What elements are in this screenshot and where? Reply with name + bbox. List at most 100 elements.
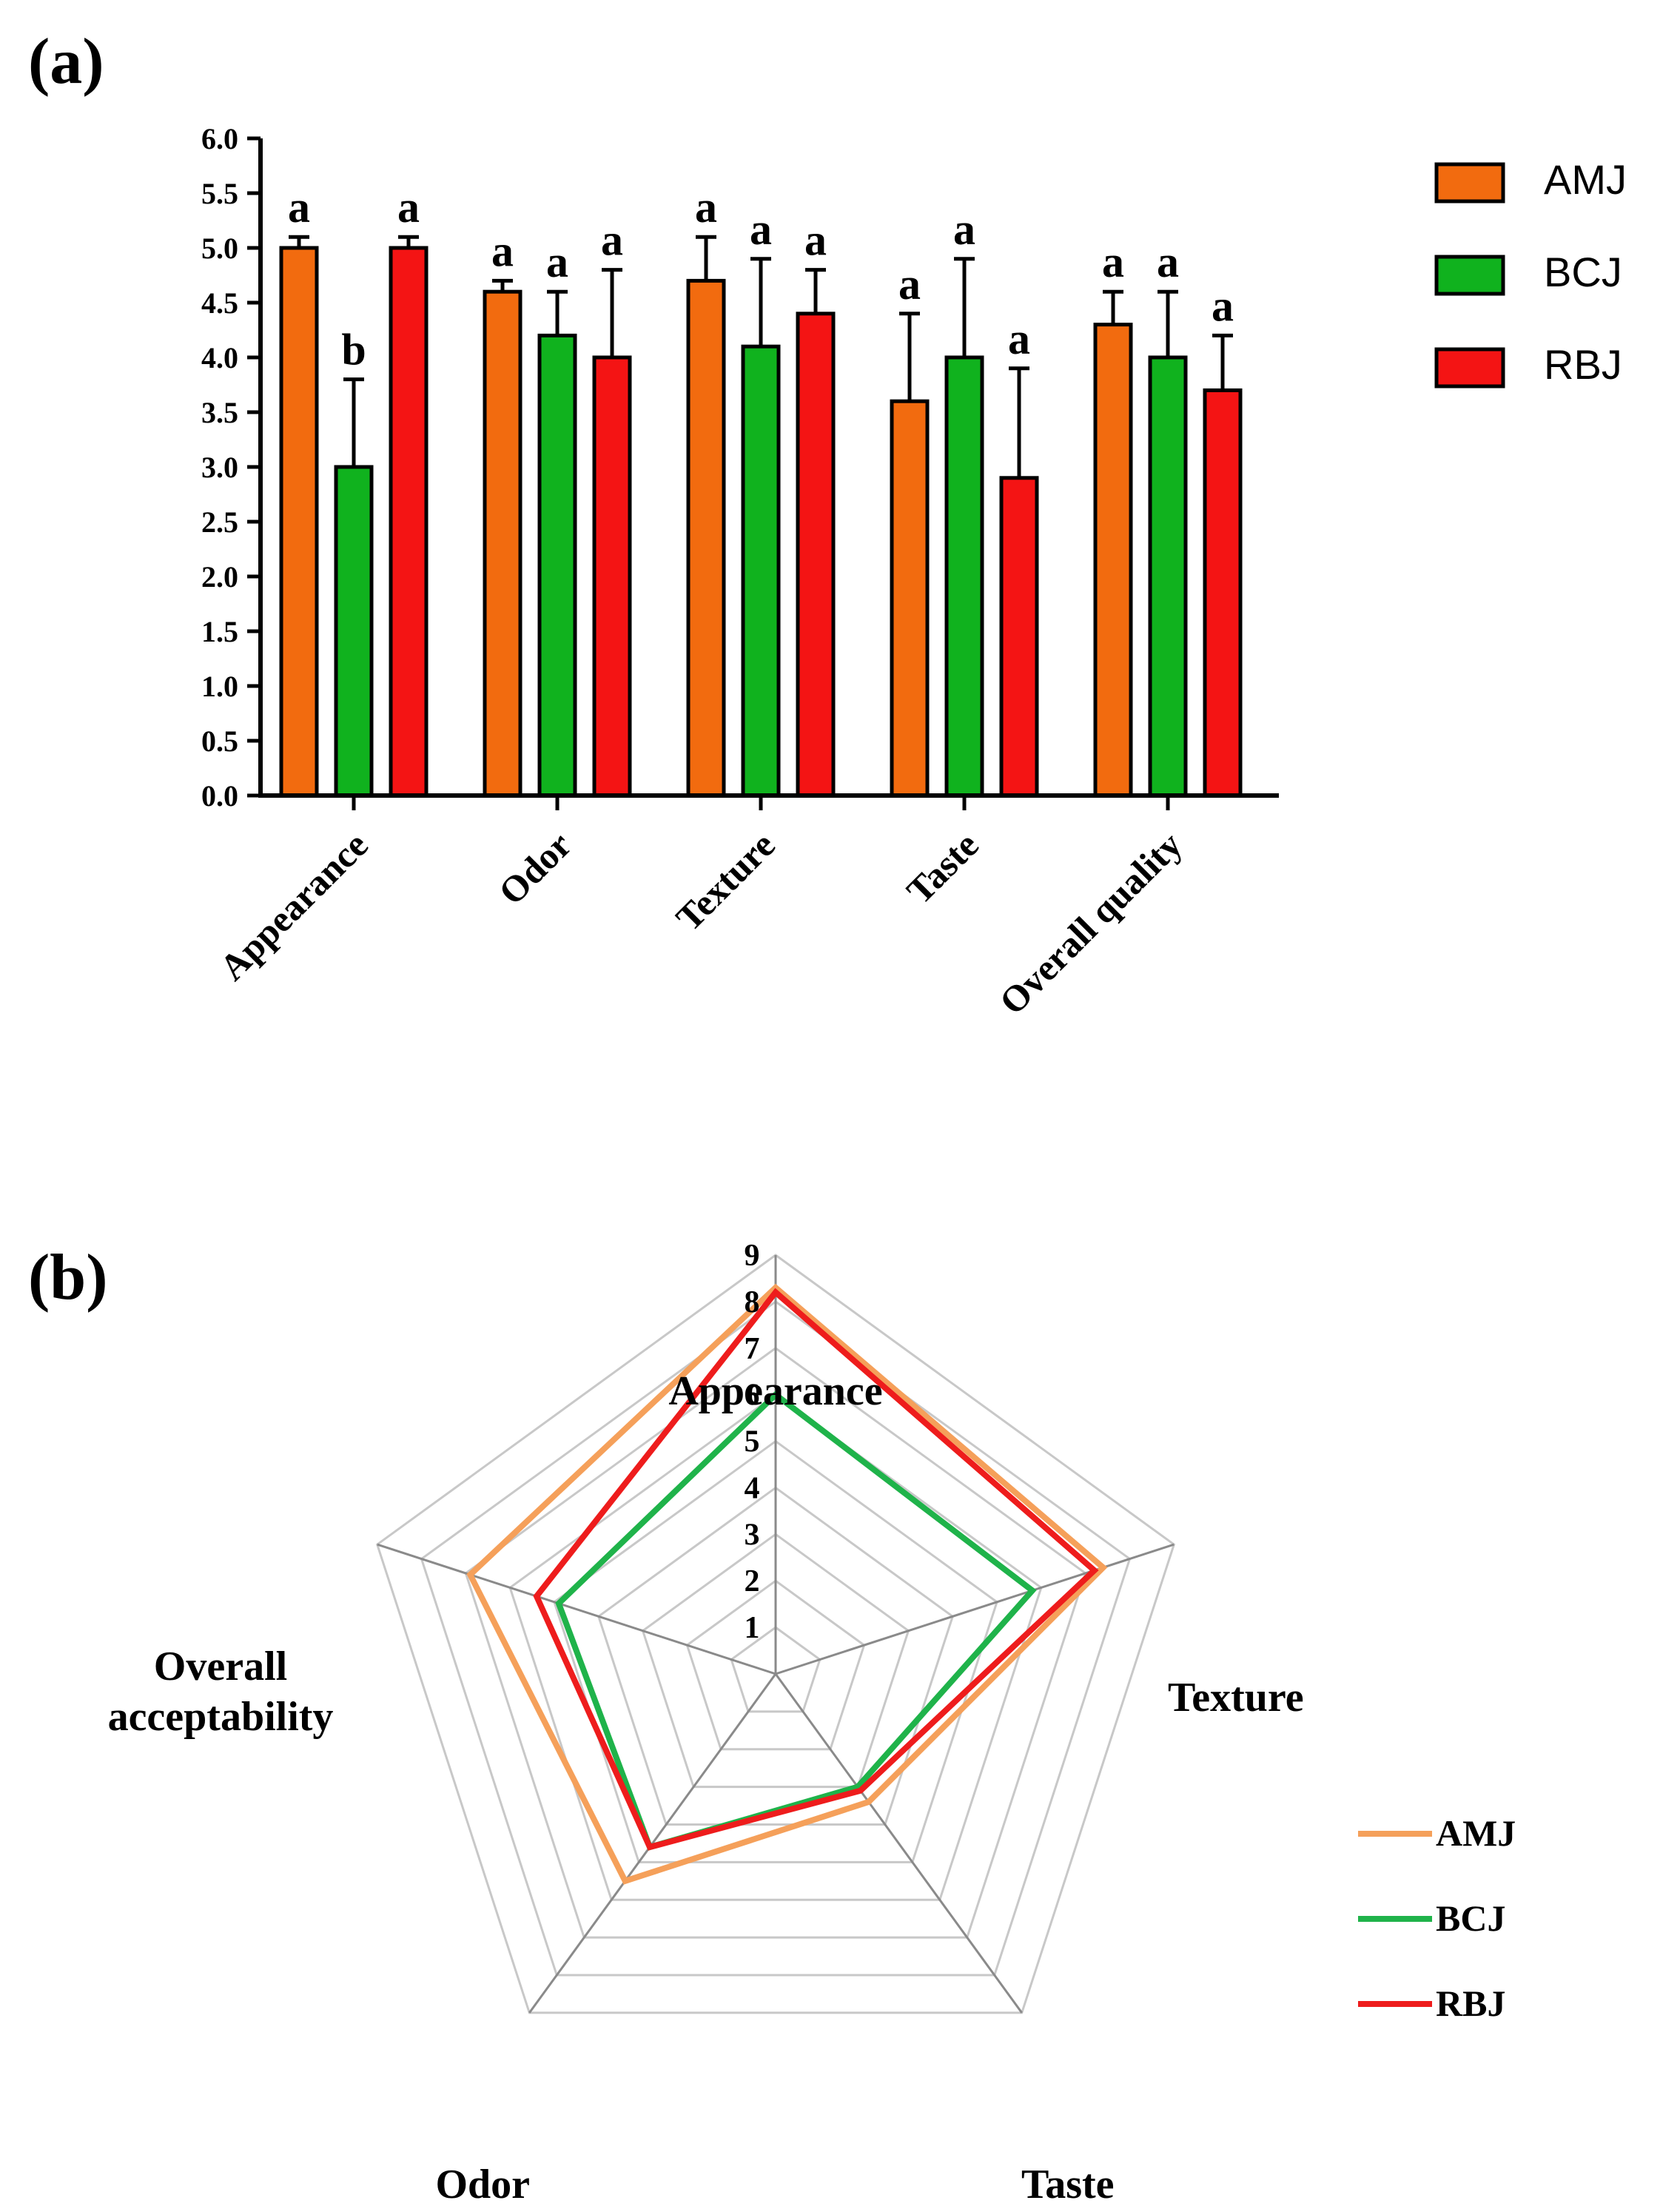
- significance-letter-amj-appearance: a: [288, 183, 310, 232]
- radar-axis-labels: Appearance Texture Taste Odor Overall accepta…: [108, 1368, 1304, 2206]
- bar-rbj-texture: [796, 312, 836, 798]
- bar-y-tick-label: 6.0: [201, 122, 238, 155]
- radar-axis-label-taste: Taste: [1021, 2162, 1115, 2206]
- radar-series-amj: [466, 1283, 1108, 1885]
- significance-letter-amj-taste: a: [898, 260, 921, 309]
- bar-amj-overall-quality: [1093, 323, 1133, 798]
- bar-bcj-texture: [741, 344, 781, 798]
- bar-rbj-odor: [592, 355, 632, 798]
- bar-y-tick-label: 1.5: [201, 615, 238, 648]
- bar-x-tick-label-taste: Taste: [898, 824, 987, 912]
- radar-radial-ticks: 1 2 3 4 5 6 7 8 9: [745, 1239, 760, 1645]
- radar-axis-label-odor: Odor: [435, 2162, 530, 2206]
- bar-y-tick-label: 1.0: [201, 670, 238, 703]
- bar-x-tick-label-odor: Odor: [491, 824, 579, 912]
- bar-chart: 0.00.51.01.52.02.53.03.54.04.55.05.56.0 …: [201, 122, 1627, 1023]
- radar-r-tick-label: 2: [745, 1564, 760, 1598]
- radar-axis-label-line: Overall: [154, 1644, 287, 1689]
- radar-grid-ring: [464, 1346, 1087, 1939]
- radar-spoke: [377, 1543, 776, 1675]
- bar-legend: AMJ BCJ RBJ: [1434, 156, 1627, 389]
- significance-letter-rbj-odor: a: [601, 216, 623, 265]
- significance-letter-bcj-overall-quality: a: [1157, 238, 1179, 286]
- bar-y-tick-label: 3.0: [201, 451, 238, 484]
- bar-legend-swatch-rbj: [1434, 347, 1505, 389]
- bar-legend-swatch-bcj: [1434, 255, 1505, 296]
- bar-amj-texture: [686, 278, 726, 798]
- significance-letter-amj-overall-quality: a: [1102, 238, 1124, 286]
- radar-axis-label-line: acceptability: [108, 1694, 334, 1740]
- radar-grid-ring: [597, 1486, 955, 1826]
- radar-r-tick-label: 6: [745, 1379, 760, 1413]
- radar-series-group: [466, 1283, 1108, 1885]
- bar-y-tick-label: 5.0: [201, 232, 238, 265]
- radar-r-tick-label: 5: [745, 1425, 760, 1459]
- bar-y-tick-label: 4.0: [201, 341, 238, 374]
- radar-axis-label-overall-acceptability: Overall acceptability: [108, 1644, 334, 1740]
- significance-letter-bcj-odor: a: [546, 238, 568, 286]
- radar-grid-ring: [730, 1626, 821, 1713]
- bar-amj-taste: [890, 399, 930, 798]
- bar-x-tick-label-appearance: Appearance: [212, 824, 376, 988]
- significance-letter-bcj-appearance: b: [341, 326, 366, 374]
- bar-amj-odor: [483, 289, 523, 798]
- radar-axis-label-appearance: Appearance: [668, 1368, 882, 1414]
- radar-grid-ring: [685, 1579, 866, 1751]
- radar-series-bcj: [555, 1390, 1037, 1851]
- bar-bcj-odor: [537, 333, 577, 798]
- bar-rbj-taste: [999, 476, 1039, 798]
- radar-grid-ring: [641, 1533, 910, 1789]
- bar-rbj-appearance: [389, 246, 429, 798]
- bar-bcj-appearance: [334, 465, 374, 798]
- radar-grid-ring: [375, 1254, 1176, 2014]
- radar-r-tick-label: 7: [745, 1332, 760, 1366]
- bar-y-tick-label: 2.5: [201, 505, 238, 539]
- bar-y-tick-label: 4.5: [201, 286, 238, 320]
- bar-x-axis-ticks: Appearance Odor Texture Taste Overall qualit…: [212, 796, 1190, 1023]
- bar-y-tick-label: 0.5: [201, 724, 238, 758]
- bar-y-axis-ticks: 0.0 0.5 1.0 1.5 2.0 2.5 3.0 3.5 4.0 4.5 5.0 5.5 6.0: [201, 122, 261, 813]
- radar-grid-ring: [420, 1300, 1132, 1977]
- significance-letter-bcj-texture: a: [750, 205, 772, 254]
- bar-y-tick-label: 2.0: [201, 560, 238, 593]
- radar-series-rbj: [533, 1288, 1099, 1851]
- radar-axis-label-texture: Texture: [1168, 1675, 1304, 1721]
- bar-bcj-taste: [944, 355, 984, 798]
- bar-amj-appearance: [279, 246, 319, 798]
- radar-grid-ring: [508, 1393, 1043, 1901]
- radar-r-tick-label: 1: [745, 1611, 760, 1645]
- radar-r-tick-label: 8: [745, 1285, 760, 1319]
- significance-letter-amj-odor: a: [491, 226, 514, 275]
- bar-x-tick-label-overall-quality: Overall quality: [991, 824, 1189, 1022]
- radar-r-tick-label: 3: [745, 1518, 760, 1552]
- bar-rbj-overall-quality: [1203, 388, 1243, 798]
- panel-a-label: (a): [28, 26, 104, 98]
- significance-letter-bcj-taste: a: [953, 205, 975, 254]
- panel-b-label: (b): [28, 1242, 108, 1314]
- bar-legend-label-rbj: RBJ: [1544, 341, 1622, 388]
- radar-legend-label-rbj: RBJ: [1436, 1983, 1505, 2024]
- radar-legend: AMJ BCJ RBJ: [1358, 1812, 1516, 2024]
- significance-letter-rbj-overall-quality: a: [1212, 281, 1234, 330]
- bar-legend-label-amj: AMJ: [1544, 156, 1627, 203]
- significance-letter-rbj-texture: a: [804, 216, 827, 265]
- radar-spoke: [774, 1673, 1023, 2014]
- radar-r-tick-label: 4: [745, 1471, 760, 1505]
- bar-x-tick-label-texture: Texture: [668, 824, 782, 938]
- bar-y-tick-label: 0.0: [201, 779, 238, 813]
- radar-legend-label-amj: AMJ: [1436, 1812, 1516, 1854]
- bar-bcj-overall-quality: [1148, 355, 1188, 798]
- bar-y-tick-label: 5.5: [201, 177, 238, 210]
- radar-r-tick-label: 9: [745, 1239, 760, 1273]
- radar-legend-label-bcj: BCJ: [1436, 1897, 1505, 1939]
- bar-y-tick-label: 3.5: [201, 396, 238, 429]
- significance-letter-amj-texture: a: [695, 183, 717, 232]
- significance-letter-rbj-appearance: a: [397, 183, 420, 232]
- radar-spoke: [775, 1543, 1175, 1675]
- radar-grid: [375, 1254, 1176, 2014]
- bar-legend-swatch-amj: [1434, 162, 1505, 204]
- radar-chart: 1 2 3 4 5 6 7 8 9 Appearance Texture Taste Odor Over…: [108, 1239, 1516, 2206]
- significance-letter-rbj-taste: a: [1008, 315, 1030, 363]
